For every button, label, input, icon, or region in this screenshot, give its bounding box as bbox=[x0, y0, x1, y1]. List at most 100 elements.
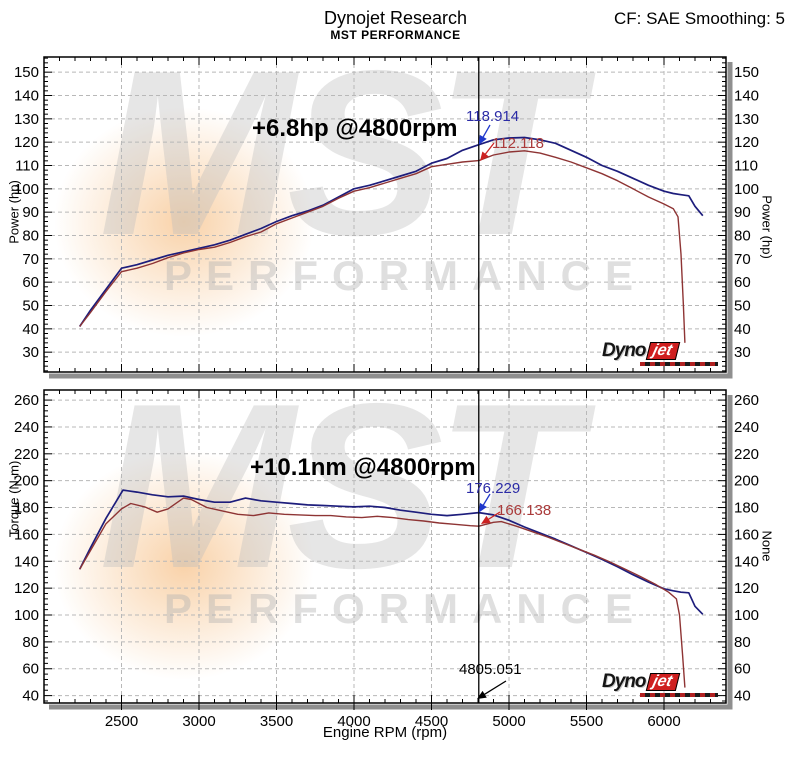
plot-border bbox=[43, 56, 727, 373]
svg-text:260: 260 bbox=[734, 392, 759, 409]
power-axis-title-right: Power (hp) bbox=[759, 195, 775, 259]
rpm-axis-title: Engine RPM (rpm) bbox=[322, 724, 448, 741]
svg-text:40: 40 bbox=[734, 688, 751, 705]
power-axis-title-left: Power (hp) bbox=[6, 180, 22, 244]
svg-text:180: 180 bbox=[14, 500, 39, 517]
svg-text:80: 80 bbox=[22, 228, 39, 245]
svg-text:80: 80 bbox=[734, 228, 751, 245]
torque-value-baseline: 166.138 bbox=[497, 502, 552, 519]
svg-text:50: 50 bbox=[22, 298, 39, 315]
watermark-text-small: PERFORMANCE bbox=[164, 585, 648, 632]
svg-text:110: 110 bbox=[15, 158, 39, 175]
svg-text:70: 70 bbox=[22, 251, 39, 268]
curve-baseline-power bbox=[79, 150, 686, 343]
axis-ticks bbox=[44, 390, 726, 710]
svg-text:40: 40 bbox=[734, 321, 751, 338]
svg-text:5000: 5000 bbox=[492, 713, 525, 730]
svg-text:100: 100 bbox=[734, 607, 759, 624]
torque-gain-annotation: +10.1nm @4800rpm bbox=[250, 454, 476, 481]
dynojet-logo-jet: jet bbox=[645, 672, 680, 691]
page-subtitle: MST PERFORMANCE bbox=[330, 28, 461, 42]
svg-text:140: 140 bbox=[14, 88, 39, 105]
power-value-baseline: 112.118 bbox=[492, 135, 544, 152]
svg-text:30: 30 bbox=[734, 344, 751, 361]
tick-labels: 40 40 60 60 80 80 100 100 120 120 140 140 160 160 180 1… bbox=[14, 392, 759, 730]
torque-chart: 40 40 60 60 80 80 100 100 120 120 140 140 160 160 180 1… bbox=[14, 389, 759, 730]
svg-text:40: 40 bbox=[22, 321, 39, 338]
dynojet-logo-jet: jet bbox=[645, 341, 680, 360]
power-value-tuned: 118.914 bbox=[466, 108, 520, 125]
dynojet-logo-text: Dyno bbox=[602, 670, 646, 692]
svg-text:4000: 4000 bbox=[337, 713, 370, 730]
watermark-power-chart: MST PERFORMANCE bbox=[44, 57, 726, 372]
svg-text:60: 60 bbox=[22, 274, 39, 291]
gridlines bbox=[44, 57, 726, 372]
svg-text:200: 200 bbox=[14, 473, 39, 490]
svg-text:220: 220 bbox=[14, 446, 39, 463]
svg-text:120: 120 bbox=[14, 134, 39, 151]
svg-text:6000: 6000 bbox=[647, 713, 680, 730]
svg-text:220: 220 bbox=[734, 446, 759, 463]
watermark-text-big: MST bbox=[99, 57, 579, 284]
marker-arrow bbox=[480, 151, 489, 161]
svg-text:40: 40 bbox=[22, 688, 39, 705]
marker-arrow bbox=[481, 515, 491, 524]
torque-axis-title-left: Torque (N-m) bbox=[6, 460, 22, 538]
svg-text:100: 100 bbox=[734, 181, 759, 198]
svg-text:120: 120 bbox=[14, 580, 39, 597]
svg-text:140: 140 bbox=[734, 88, 759, 105]
svg-text:240: 240 bbox=[14, 419, 39, 436]
dynojet-logo: Dyno jet bbox=[602, 671, 724, 699]
svg-text:140: 140 bbox=[734, 553, 759, 570]
svg-text:80: 80 bbox=[22, 634, 39, 651]
svg-text:100: 100 bbox=[14, 181, 39, 198]
svg-text:260: 260 bbox=[14, 392, 39, 409]
svg-text:80: 80 bbox=[734, 634, 751, 651]
svg-text:90: 90 bbox=[734, 204, 751, 221]
marker-arrow bbox=[477, 690, 487, 699]
svg-text:160: 160 bbox=[14, 526, 39, 543]
svg-text:110: 110 bbox=[734, 158, 758, 175]
dynojet-logo-strip bbox=[640, 362, 718, 366]
svg-text:180: 180 bbox=[734, 500, 759, 517]
svg-text:3500: 3500 bbox=[260, 713, 293, 730]
svg-text:5500: 5500 bbox=[570, 713, 603, 730]
svg-text:60: 60 bbox=[734, 274, 751, 291]
cursor-rpm-value: 4805.051 bbox=[459, 661, 522, 678]
dynojet-logo: Dyno jet bbox=[602, 340, 724, 368]
gridlines bbox=[44, 390, 726, 703]
svg-text:130: 130 bbox=[14, 111, 39, 128]
dynojet-logo-text: Dyno bbox=[602, 339, 646, 361]
svg-text:90: 90 bbox=[22, 204, 39, 221]
marker-arrow bbox=[478, 502, 487, 513]
svg-text:240: 240 bbox=[734, 419, 759, 436]
power-gain-annotation: +6.8hp @4800rpm bbox=[252, 115, 458, 142]
dynojet-logo-strip bbox=[640, 693, 718, 697]
svg-text:70: 70 bbox=[734, 251, 751, 268]
tick-labels: 30 30 40 40 50 50 60 60 70 70 80 80 90 90 100 100 110 110… bbox=[14, 64, 759, 361]
power-chart: 30 30 40 40 50 50 60 60 70 70 80 80 90 90 100 100 110 110… bbox=[14, 56, 759, 379]
svg-text:60: 60 bbox=[22, 661, 39, 678]
svg-text:160: 160 bbox=[734, 526, 759, 543]
svg-text:2500: 2500 bbox=[105, 713, 138, 730]
watermark-text-big: MST bbox=[99, 390, 579, 617]
svg-text:130: 130 bbox=[734, 111, 759, 128]
svg-text:100: 100 bbox=[14, 607, 39, 624]
svg-text:140: 140 bbox=[14, 553, 39, 570]
svg-text:4500: 4500 bbox=[415, 713, 448, 730]
svg-text:50: 50 bbox=[734, 298, 751, 315]
svg-text:200: 200 bbox=[734, 473, 759, 490]
svg-text:150: 150 bbox=[734, 64, 759, 81]
svg-text:30: 30 bbox=[22, 344, 39, 361]
watermark-blob bbox=[54, 107, 314, 337]
torque-axis-title-right: None bbox=[759, 530, 775, 562]
axis-ticks bbox=[44, 57, 726, 372]
svg-text:3000: 3000 bbox=[182, 713, 215, 730]
marker-arrow bbox=[478, 134, 487, 145]
watermark-torque-chart: MST PERFORMANCE bbox=[44, 390, 726, 703]
svg-text:60: 60 bbox=[734, 661, 751, 678]
svg-text:120: 120 bbox=[734, 134, 759, 151]
plot-border bbox=[43, 389, 727, 704]
